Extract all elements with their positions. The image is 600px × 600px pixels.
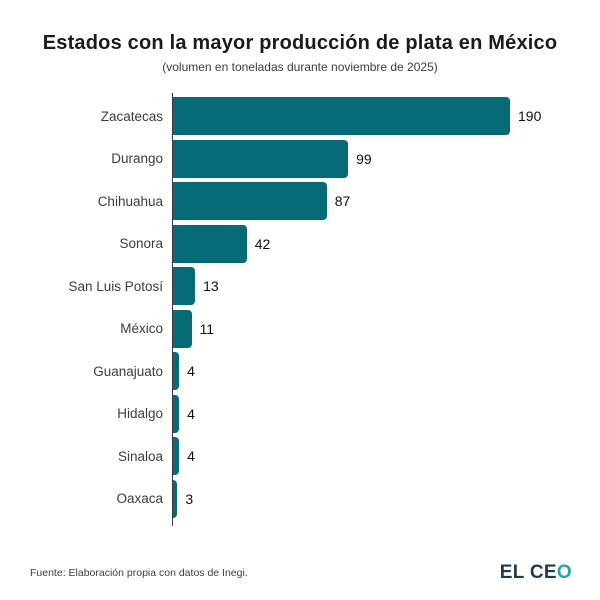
bar-chart: Zacatecas 190 Durango 99 Chihuahua 87 Sonora 42… [30, 93, 590, 526]
value-label: 87 [334, 193, 351, 210]
bar-row: San Luis Potosí 13 [30, 265, 590, 308]
bar [172, 437, 180, 476]
bar [172, 182, 327, 221]
bar-track: 4 [172, 350, 590, 393]
bar-track: 4 [172, 393, 590, 436]
bar-track: 13 [172, 265, 590, 308]
bar-track: 190 [172, 95, 590, 138]
chart-footer: Fuente: Elaboración propia con datos de … [30, 562, 572, 584]
elceo-logo-navy-part: EL CE [499, 562, 557, 583]
value-label: 190 [518, 108, 542, 125]
bar [172, 309, 192, 348]
bar [172, 224, 247, 263]
bar-row: Sonora 42 [30, 223, 590, 266]
bar-track: 87 [172, 180, 590, 223]
bar [172, 394, 180, 433]
bar-track: 4 [172, 435, 590, 478]
value-label: 11 [199, 320, 215, 337]
value-label: 3 [185, 490, 194, 507]
chart-title: Estados con la mayor producción de plata… [42, 32, 558, 54]
value-label: 99 [356, 150, 372, 167]
chart-header: Estados con la mayor producción de plata… [0, 0, 600, 74]
category-label: México [120, 321, 163, 337]
bar [172, 352, 180, 391]
category-label: Oaxaca [116, 491, 163, 507]
bar-track: 42 [172, 223, 590, 266]
category-label: Sonora [119, 236, 163, 252]
bar-row: Oaxaca 3 [30, 478, 590, 521]
bar [172, 267, 196, 306]
category-label: Hidalgo [117, 406, 163, 422]
bar-track: 11 [172, 308, 590, 351]
category-label: Durango [111, 151, 163, 167]
bar [172, 97, 510, 136]
bar-row: Chihuahua 87 [30, 180, 590, 223]
value-label: 4 [187, 363, 195, 380]
bar [172, 479, 178, 518]
bar-track: 99 [172, 138, 590, 181]
category-label: Sinaloa [117, 448, 163, 464]
value-label: 42 [254, 235, 271, 252]
category-label: Zacatecas [100, 108, 163, 124]
bar-row: Zacatecas 190 [30, 95, 590, 138]
bar [172, 139, 349, 178]
elceo-logo-teal-part: O [556, 562, 572, 583]
source-note: Fuente: Elaboración propia con datos de … [30, 567, 248, 579]
bar-row: México 11 [30, 308, 590, 351]
value-label: 13 [203, 278, 219, 295]
bar-row: Guanajuato 4 [30, 350, 590, 393]
value-label: 4 [187, 448, 195, 465]
bar-row: Sinaloa 4 [30, 435, 590, 478]
value-label: 4 [187, 405, 195, 422]
category-label: San Luis Potosí [68, 278, 163, 294]
y-axis-line [172, 93, 173, 526]
bar-rows: Zacatecas 190 Durango 99 Chihuahua 87 Sonora 42… [30, 95, 590, 520]
chart-subtitle: (volumen en toneladas durante noviembre … [162, 60, 438, 74]
bar-row: Hidalgo 4 [30, 393, 590, 436]
category-label: Guanajuato [93, 363, 163, 379]
elceo-logo: EL CEO [500, 562, 572, 584]
bar-track: 3 [172, 478, 590, 521]
category-label: Chihuahua [97, 193, 163, 209]
bar-row: Durango 99 [30, 138, 590, 181]
